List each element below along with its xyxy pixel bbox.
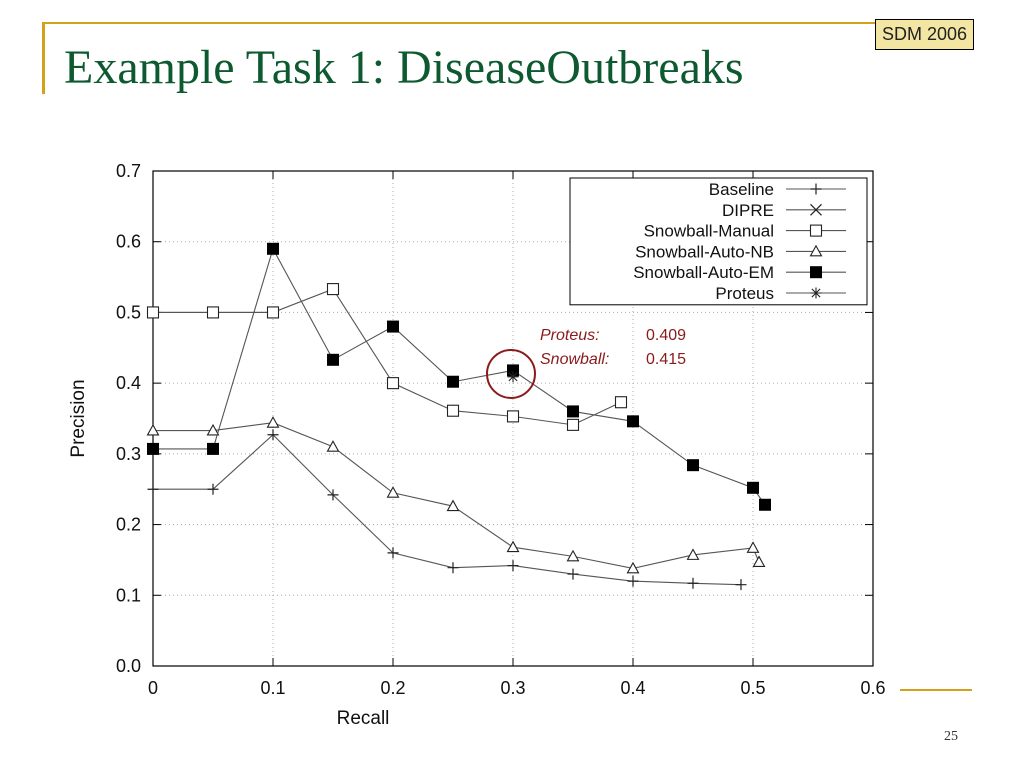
data-point-snowball-auto-em	[627, 415, 639, 428]
legend-marker-baseline	[810, 183, 822, 195]
annotation-proteus-value: 0.409	[646, 327, 687, 344]
data-point-snowball-manual	[266, 306, 280, 319]
x-tick-label: 0.4	[620, 678, 645, 698]
plot-frame	[152, 170, 874, 667]
data-point-snowball-manual	[326, 283, 340, 296]
x-tick-label: 0.3	[500, 678, 525, 698]
y-tick-label: 0.5	[116, 302, 141, 322]
x-tick-label: 0.5	[740, 678, 765, 698]
y-tick-label: 0.3	[116, 444, 141, 464]
legend-label-proteus: Proteus	[715, 284, 774, 303]
legend-marker-dipre	[810, 203, 822, 216]
series-line-snowball-auto-em	[153, 247, 766, 506]
legend-label-snowball-auto-em: Snowball-Auto-EM	[633, 263, 774, 282]
data-point-snowball-manual	[386, 377, 400, 390]
data-point-baseline	[327, 489, 339, 501]
data-point-baseline	[507, 560, 519, 572]
data-point-snowball-auto-nb	[266, 416, 280, 428]
page-number: 25	[944, 729, 958, 744]
data-point-snowball-manual	[446, 404, 460, 417]
legend-box	[569, 177, 868, 306]
data-point-snowball-auto-em	[567, 405, 579, 418]
legend-marker-snowball-auto-em	[810, 266, 822, 279]
footer-accent-rule	[900, 689, 972, 691]
y-tick-label: 0.7	[116, 161, 141, 181]
x-tick-label: 0.2	[380, 678, 405, 698]
data-point-baseline	[627, 575, 639, 587]
data-point-snowball-auto-nb	[446, 499, 460, 512]
x-axis-label: Recall	[337, 708, 390, 729]
y-tick-label: 0.1	[116, 585, 141, 605]
data-point-snowball-auto-nb	[752, 555, 766, 567]
data-point-snowball-auto-nb	[206, 423, 220, 436]
data-point-baseline	[387, 547, 399, 559]
legend-label-snowball-manual: Snowball-Manual	[644, 222, 774, 241]
annotation-proteus-label: Proteus:	[540, 327, 600, 344]
legend-marker-snowball-auto-nb	[809, 244, 823, 257]
legend-label-baseline: Baseline	[709, 180, 774, 199]
data-point-snowball-auto-em	[759, 498, 771, 511]
data-point-snowball-auto-em	[387, 320, 399, 333]
data-point-snowball-manual	[206, 306, 220, 319]
data-point-baseline	[447, 562, 459, 574]
data-point-snowball-manual	[506, 410, 520, 423]
data-point-snowball-auto-em	[327, 353, 339, 366]
x-tick-label: 0.1	[260, 678, 285, 698]
data-point-snowball-auto-em	[267, 242, 279, 255]
y-tick-label: 0.0	[116, 656, 141, 676]
data-point-snowball-manual	[146, 306, 160, 319]
data-point-baseline	[147, 483, 159, 495]
conference-badge: SDM 2006	[875, 19, 975, 50]
y-tick-label: 0.2	[116, 515, 141, 535]
data-point-snowball-auto-em	[447, 375, 459, 388]
data-point-snowball-auto-nb	[746, 541, 760, 553]
annotation-snowball-value: 0.415	[646, 351, 687, 368]
legend-marker-snowball-manual	[809, 224, 823, 237]
data-point-baseline	[267, 429, 279, 441]
data-point-snowball-auto-nb	[626, 561, 640, 574]
y-tick-label: 0.6	[116, 232, 141, 252]
data-point-snowball-auto-nb	[386, 486, 400, 498]
data-point-baseline	[735, 579, 747, 591]
data-point-snowball-auto-em	[207, 442, 219, 455]
data-point-snowball-manual	[566, 418, 580, 431]
data-point-snowball-auto-nb	[566, 549, 580, 562]
highlight-circle	[486, 348, 536, 399]
data-point-snowball-auto-em	[747, 481, 759, 494]
data-point-snowball-auto-nb	[506, 540, 520, 553]
legend-marker-proteus	[810, 287, 822, 299]
data-point-snowball-auto-nb	[686, 548, 700, 560]
data-point-snowball-auto-nb	[326, 440, 340, 452]
x-tick-label: 0.6	[860, 678, 885, 698]
y-tick-label: 0.4	[116, 373, 141, 393]
data-point-snowball-manual	[614, 396, 628, 409]
legend-label-snowball-auto-nb: Snowball-Auto-NB	[635, 242, 774, 261]
slide-title: Example Task 1: DiseaseOutbreaks	[64, 41, 744, 94]
x-tick-label: 0	[148, 678, 158, 698]
data-point-snowball-auto-nb	[146, 423, 160, 436]
data-point-baseline	[207, 483, 219, 495]
y-axis-label: Precision	[68, 379, 89, 457]
legend-label-dipre: DIPRE	[722, 201, 774, 220]
title-accent-rule	[42, 22, 45, 94]
data-point-proteus	[507, 371, 519, 383]
series-line-baseline	[153, 434, 742, 586]
series-line-snowball-auto-nb	[153, 422, 760, 569]
data-point-baseline	[567, 568, 579, 580]
data-point-baseline	[687, 577, 699, 589]
title-accent-rule-top	[42, 22, 882, 24]
data-point-snowball-auto-em	[687, 459, 699, 472]
annotation-snowball-label: Snowball:	[540, 351, 610, 368]
data-point-snowball-auto-em	[147, 442, 159, 455]
